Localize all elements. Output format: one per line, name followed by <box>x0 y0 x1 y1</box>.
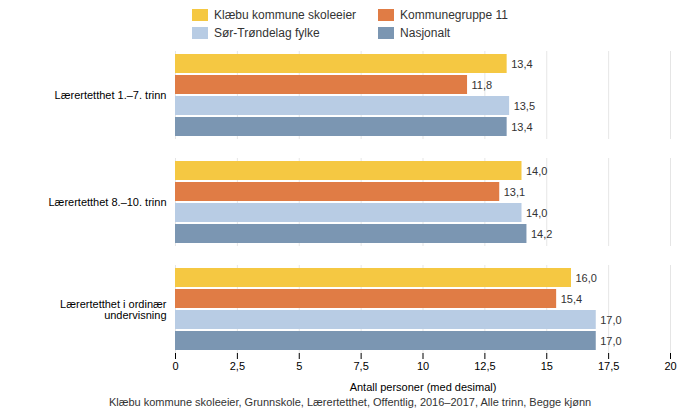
svg-text:13,4: 13,4 <box>511 58 532 70</box>
svg-text:Antall personer (med desimal): Antall personer (med desimal) <box>350 381 497 393</box>
svg-text:2,5: 2,5 <box>230 360 245 372</box>
svg-text:13,1: 13,1 <box>504 186 525 198</box>
html-text:Nasjonalt: Nasjonalt <box>400 26 451 40</box>
svg-text:7,5: 7,5 <box>353 360 368 372</box>
svg-text:12,5: 12,5 <box>474 360 495 372</box>
svg-text:15,4: 15,4 <box>561 293 582 305</box>
svg-text:16,0: 16,0 <box>576 272 597 284</box>
svg-text:17,0: 17,0 <box>600 335 621 347</box>
svg-text:14,0: 14,0 <box>526 207 547 219</box>
svg-text:Lærertetthet 1.–7. trinn: Lærertetthet 1.–7. trinn <box>55 89 167 101</box>
svg-text:10: 10 <box>417 360 429 372</box>
svg-text:17,0: 17,0 <box>600 314 621 326</box>
svg-text:11,8: 11,8 <box>472 79 493 91</box>
svg-text:20: 20 <box>664 360 676 372</box>
html-text:Kommunegruppe 11: Kommunegruppe 11 <box>400 8 508 22</box>
svg-text:13,4: 13,4 <box>511 121 532 133</box>
svg-text:15: 15 <box>541 360 553 372</box>
html-text:Sør-Trøndelag fylke: Sør-Trøndelag fylke <box>214 26 320 40</box>
svg-text:14,0: 14,0 <box>526 165 547 177</box>
html-text:Klæbu kommune skoleeier, Grunn: Klæbu kommune skoleeier, Grunnskole, Lær… <box>108 396 592 408</box>
svg-text:0: 0 <box>172 360 178 372</box>
html-text:Klæbu kommune skoleeier: Klæbu kommune skoleeier <box>214 8 357 22</box>
svg-text:17,5: 17,5 <box>598 360 619 372</box>
svg-text:Lærertetthet 8.–10. trinn: Lærertetthet 8.–10. trinn <box>48 196 166 208</box>
svg-text:13,5: 13,5 <box>514 100 535 112</box>
svg-text:Lærertetthet i ordinærundervis: Lærertetthet i ordinærundervisning <box>60 298 167 321</box>
svg-text:14,2: 14,2 <box>531 228 552 240</box>
svg-text:5: 5 <box>296 360 302 372</box>
